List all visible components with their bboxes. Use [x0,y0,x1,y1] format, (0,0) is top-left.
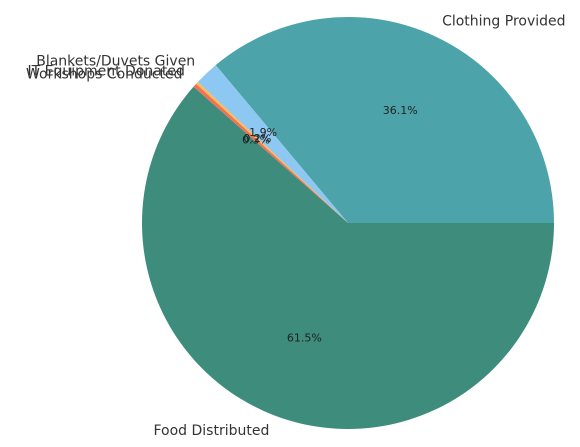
pie-category-labels: Clothing Provided Blankets/Duvets GivenIT… [26,13,566,439]
pie-category-label-clothing-provided: Clothing Provided [442,13,565,29]
pie-percent-label-workshops-conducted: 0.3% [242,133,270,146]
pie-category-label-blankets-duvets-given: Blankets/Duvets Given [36,53,195,69]
pie-slice-workshops-conducted [193,83,348,223]
pie-category-label-workshops-conducted: Workshops Conducted [26,66,182,82]
pie-percent-label-clothing-provided: 36.1% [383,104,418,117]
pie-slice-clothing-provided [215,17,554,223]
pie-percent-labels: 36.1% 1.9%0.2%0.3% 61.5% [242,104,418,345]
pie-slice-blankets-duvets-given [197,65,348,223]
pie-slices [141,17,554,430]
pie-category-label-food-distributed: Food Distributed [153,423,269,439]
pie-category-label-it-equipment-donated: IT Equipment Donated [27,64,184,80]
pie-percent-label-blankets-duvets-given: 1.9% [249,126,277,139]
pie-slice-it-equipment-donated [196,81,348,223]
pie-slice-food-distributed [141,86,554,430]
pie-percent-label-food-distributed: 61.5% [287,332,322,345]
pie-percent-label-it-equipment-donated: 0.2% [243,132,271,145]
